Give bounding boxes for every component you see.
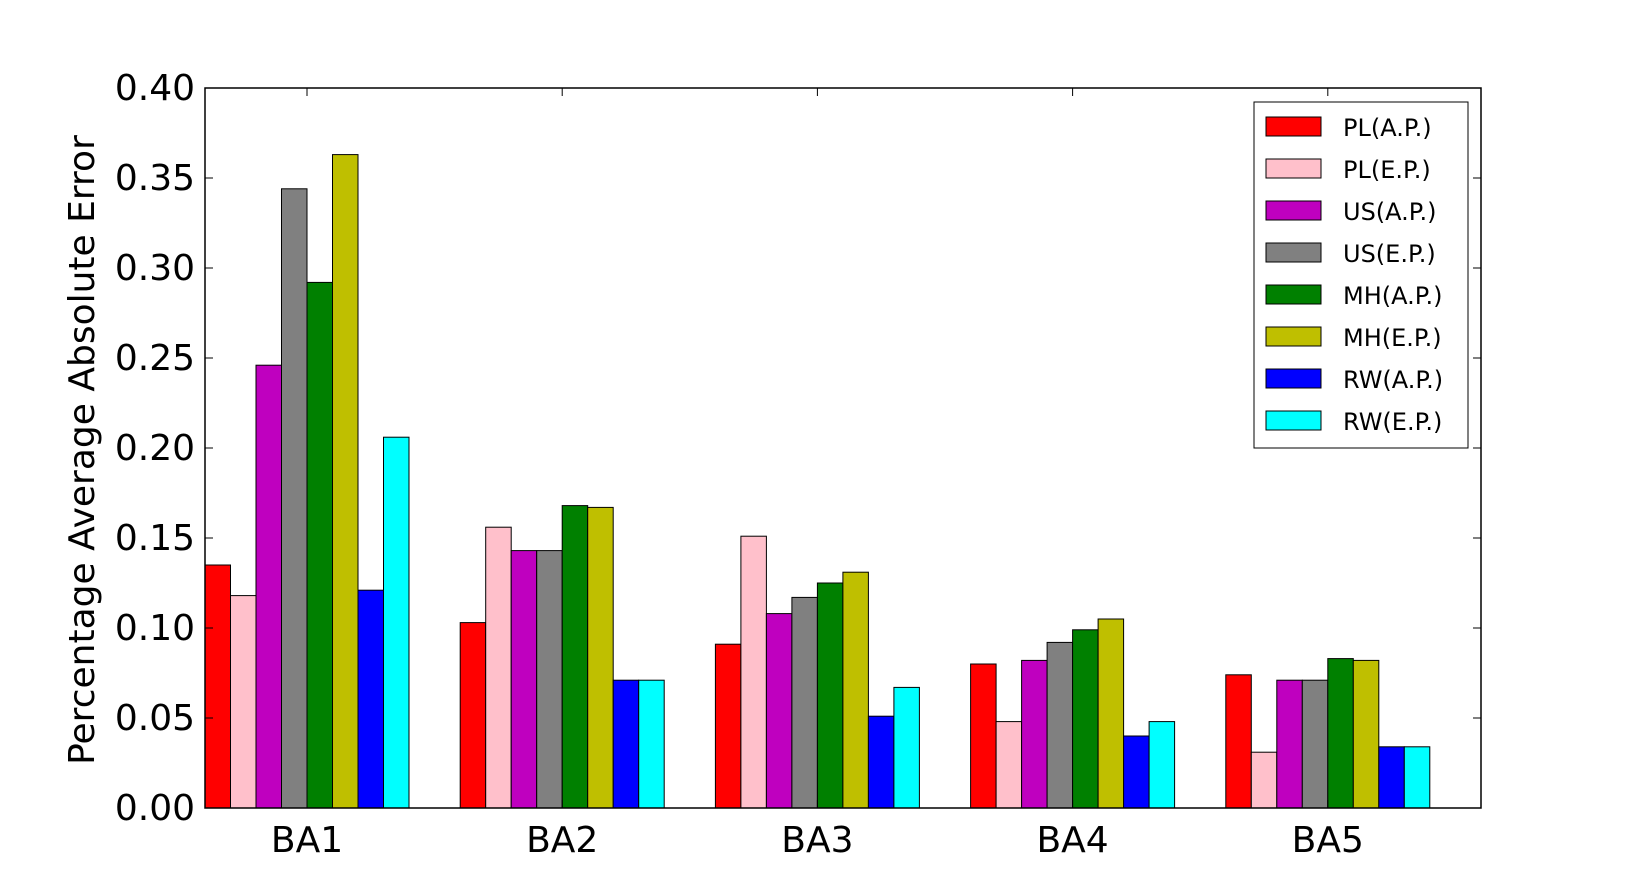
- bar-ba5-us-e-p: [1301, 679, 1329, 809]
- bar-ba1-mh-a-p: [306, 281, 333, 809]
- legend-label: PL(E.P.): [1343, 156, 1431, 184]
- bar-ba3-us-a-p: [765, 613, 793, 809]
- x-tick-label: BA5: [1292, 820, 1364, 861]
- legend: PL(A.P.) PL(E.P.) US(A.P.) US(E.P.) MH(A.P.)…: [1253, 101, 1469, 449]
- bar-ba2-us-e-p: [536, 550, 563, 809]
- y-tick-label: 0.40: [115, 68, 195, 109]
- bar-ba2-pl-a-p: [459, 622, 487, 809]
- legend-label: US(A.P.): [1343, 198, 1437, 226]
- bar-ba4-us-a-p: [1021, 659, 1048, 809]
- y-axis-label: Percentage Average Absolute Error: [62, 135, 103, 765]
- bar-ba5-pl-e-p: [1250, 751, 1278, 809]
- bars-layer: [204, 154, 1431, 809]
- y-tick-label: 0.35: [115, 158, 195, 199]
- legend-label: RW(A.P.): [1343, 366, 1443, 394]
- bar-ba5-pl-a-p: [1225, 674, 1252, 809]
- legend-swatch: [1265, 410, 1322, 431]
- bar-ba1-pl-a-p: [204, 564, 231, 809]
- x-tick-label: BA3: [781, 820, 853, 861]
- bar-ba4-pl-e-p: [995, 721, 1023, 809]
- legend-swatch: [1265, 242, 1322, 263]
- y-tick-label: 0.25: [115, 338, 195, 379]
- bar-ba1-rw-e-p: [383, 436, 410, 809]
- bar-ba3-us-e-p: [791, 596, 818, 809]
- bar-ba5-mh-e-p: [1352, 659, 1380, 809]
- bar-ba3-rw-e-p: [893, 686, 920, 809]
- legend-label: US(E.P.): [1343, 240, 1436, 268]
- bar-ba3-rw-a-p: [867, 715, 895, 809]
- y-tick-label: 0.30: [115, 248, 195, 289]
- legend-swatch: [1265, 158, 1322, 179]
- x-tick-label: BA4: [1036, 820, 1108, 861]
- y-tick-label: 0.00: [115, 788, 195, 829]
- bar-ba2-rw-a-p: [612, 679, 640, 809]
- bar-ba4-mh-a-p: [1072, 629, 1099, 809]
- y-tick-label: 0.20: [115, 428, 195, 469]
- bar-ba1-mh-e-p: [332, 154, 359, 809]
- x-tick-label: BA2: [526, 820, 598, 861]
- bar-ba4-rw-e-p: [1148, 721, 1176, 809]
- bar-ba3-pl-e-p: [740, 535, 767, 809]
- bar-ba2-us-a-p: [510, 550, 538, 809]
- bar-ba3-mh-e-p: [842, 571, 869, 809]
- bar-ba5-rw-e-p: [1403, 746, 1431, 809]
- bar-ba4-rw-a-p: [1123, 735, 1150, 809]
- legend-swatch: [1265, 368, 1322, 389]
- legend-box: [1253, 101, 1469, 449]
- bar-ba2-mh-a-p: [561, 505, 589, 809]
- legend-label: PL(A.P.): [1343, 114, 1432, 142]
- y-tick-label: 0.05: [115, 698, 195, 739]
- bar-ba4-pl-a-p: [970, 663, 997, 809]
- bar-ba2-mh-e-p: [587, 506, 614, 809]
- bar-ba4-mh-e-p: [1097, 618, 1125, 809]
- legend-label: MH(A.P.): [1343, 282, 1442, 310]
- legend-swatch: [1265, 116, 1322, 137]
- bar-ba4-us-e-p: [1046, 641, 1074, 809]
- y-tick-label: 0.15: [115, 518, 195, 559]
- bar-ba1-us-a-p: [255, 364, 282, 809]
- bar-ba1-pl-e-p: [230, 595, 257, 809]
- legend-label: RW(E.P.): [1343, 408, 1442, 436]
- bar-ba1-us-e-p: [281, 188, 308, 809]
- y-tick-label: 0.10: [115, 608, 195, 649]
- bar-ba5-us-a-p: [1276, 679, 1303, 809]
- legend-swatch: [1265, 326, 1322, 347]
- bar-ba5-mh-a-p: [1327, 658, 1354, 809]
- x-tick-label: BA1: [271, 820, 343, 861]
- legend-swatch: [1265, 200, 1322, 221]
- bar-ba3-mh-a-p: [816, 582, 844, 809]
- bar-ba2-rw-e-p: [638, 679, 665, 809]
- legend-swatch: [1265, 284, 1322, 305]
- bar-ba2-pl-e-p: [485, 526, 512, 809]
- ticks-layer: BA1 BA2 BA3 BA4 BA5 0.00 0.05 0.10 0.15 0.20 0.25 0…: [115, 68, 1481, 861]
- bar-ba1-rw-a-p: [357, 589, 384, 809]
- bar-ba3-pl-a-p: [714, 643, 742, 809]
- legend-label: MH(E.P.): [1343, 324, 1442, 352]
- bar-ba5-rw-a-p: [1378, 746, 1405, 809]
